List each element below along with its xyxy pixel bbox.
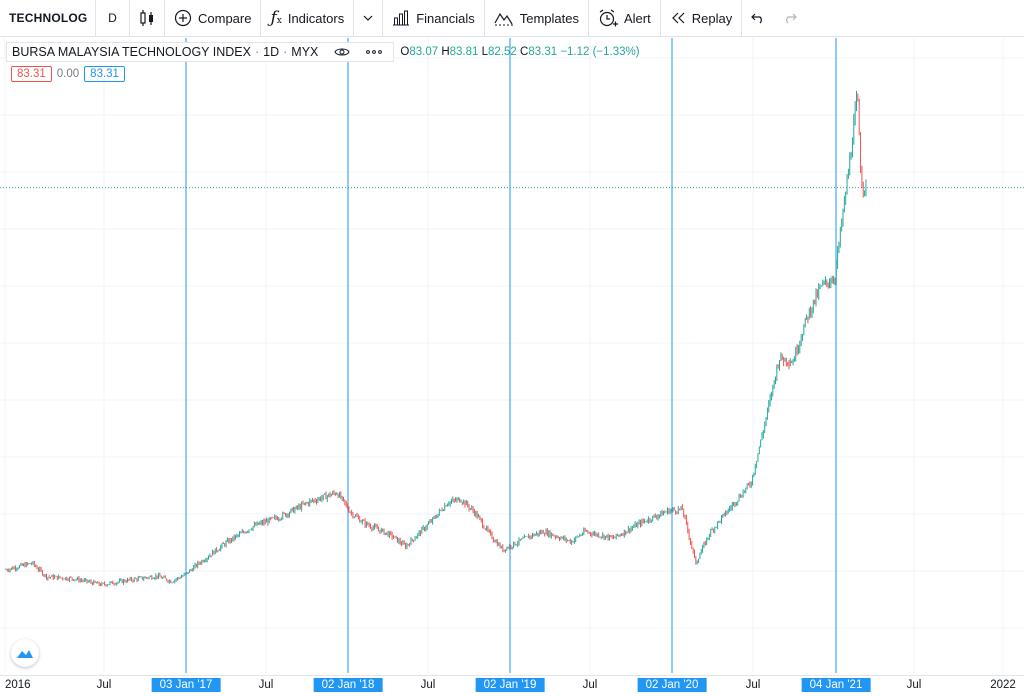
time-tick-label: Jul — [420, 679, 436, 691]
legend-interval: 1D — [263, 45, 280, 59]
price-chart[interactable] — [0, 38, 1024, 673]
compare-button[interactable]: Compare — [165, 0, 262, 37]
financials-button[interactable]: Financials — [383, 0, 485, 37]
change-value: −1.12 (−1.33%) — [560, 46, 640, 58]
time-tick-label: Jul — [745, 679, 761, 691]
time-tick-label: 02 Jan '18 — [313, 678, 383, 692]
time-tick-label: 2016 — [5, 679, 31, 691]
open-label: O — [400, 46, 410, 58]
indicator-dropdown[interactable] — [354, 0, 384, 37]
top-toolbar: TECHNOLOG D Compare ƒx Indicators Financ… — [0, 0, 1024, 37]
time-tick-label: 03 Jan '17 — [151, 678, 221, 692]
low-value: 82.52 — [488, 46, 517, 58]
rewind-icon — [670, 11, 686, 25]
alert-label: Alert — [624, 10, 651, 26]
ohlc-values: O83.07 H83.81 L82.52 C83.31 −1.12 (−1.33… — [400, 46, 639, 58]
open-value: 83.07 — [409, 46, 439, 58]
high-label: H — [441, 46, 450, 58]
time-tick-label: Jul — [258, 679, 274, 691]
low-label: L — [481, 46, 489, 58]
eye-icon[interactable] — [328, 46, 356, 58]
symbol-search[interactable]: TECHNOLOG — [0, 0, 96, 37]
redo-icon — [783, 12, 798, 24]
chevron-down-icon — [363, 13, 373, 23]
time-axis[interactable]: 2016 Jul 03 Jan '17 Jul 02 Jan '18 Jul 02 Jan … — [0, 675, 1024, 696]
replay-label: Replay — [691, 10, 733, 26]
function-icon: ƒx — [270, 8, 282, 28]
templates-button[interactable]: Templates — [485, 0, 589, 37]
undo-button[interactable] — [742, 0, 774, 37]
separator-dot: · — [254, 45, 260, 59]
close-value: 83.31 — [528, 46, 558, 58]
close-label: C — [520, 46, 529, 58]
undo-icon — [751, 12, 765, 24]
tradingview-logo-icon[interactable] — [11, 639, 39, 667]
value-b: 0.00 — [56, 68, 80, 80]
indicator-values: 83.31 0.00 83.31 — [11, 66, 125, 82]
interval-button[interactable]: D — [96, 0, 130, 37]
legend-exchange: MYX — [291, 45, 319, 59]
alert-button[interactable]: Alert — [589, 0, 661, 37]
time-tick-label: Jul — [582, 679, 598, 691]
indicators-button[interactable]: ƒx Indicators — [261, 0, 355, 37]
time-tick-label: 2022 — [990, 679, 1016, 691]
replay-button[interactable]: Replay — [661, 0, 743, 37]
time-tick-label: Jul — [906, 679, 922, 691]
redo-button[interactable] — [774, 0, 806, 37]
symbol-title: BURSA MALAYSIA TECHNOLOGY INDEX — [12, 45, 251, 59]
time-tick-label: 02 Jan '20 — [637, 678, 707, 692]
templates-icon — [494, 10, 514, 26]
bars-icon — [392, 10, 410, 26]
financials-label: Financials — [416, 10, 475, 26]
value-box-a: 83.31 — [11, 66, 52, 82]
chart-canvas[interactable] — [0, 38, 1024, 673]
plus-circle-icon — [174, 9, 192, 27]
templates-label: Templates — [519, 10, 579, 26]
time-tick-label: 04 Jan '21 — [801, 678, 871, 692]
more-icon[interactable] — [360, 49, 388, 55]
time-tick-label: Jul — [96, 679, 112, 691]
symbol-title-box[interactable]: BURSA MALAYSIA TECHNOLOGY INDEX · 1D · M… — [6, 42, 395, 62]
time-tick-label: 02 Jan '19 — [475, 678, 545, 692]
indicators-label: Indicators — [287, 10, 345, 26]
value-box-c: 83.31 — [84, 66, 125, 82]
chart-legend: BURSA MALAYSIA TECHNOLOGY INDEX · 1D · M… — [6, 42, 640, 62]
chart-style-button[interactable] — [130, 0, 165, 37]
separator-dot: · — [283, 45, 288, 59]
candles-icon — [139, 9, 155, 27]
compare-label: Compare — [198, 10, 252, 26]
alarm-clock-icon — [598, 8, 618, 28]
high-value: 83.81 — [449, 46, 479, 58]
